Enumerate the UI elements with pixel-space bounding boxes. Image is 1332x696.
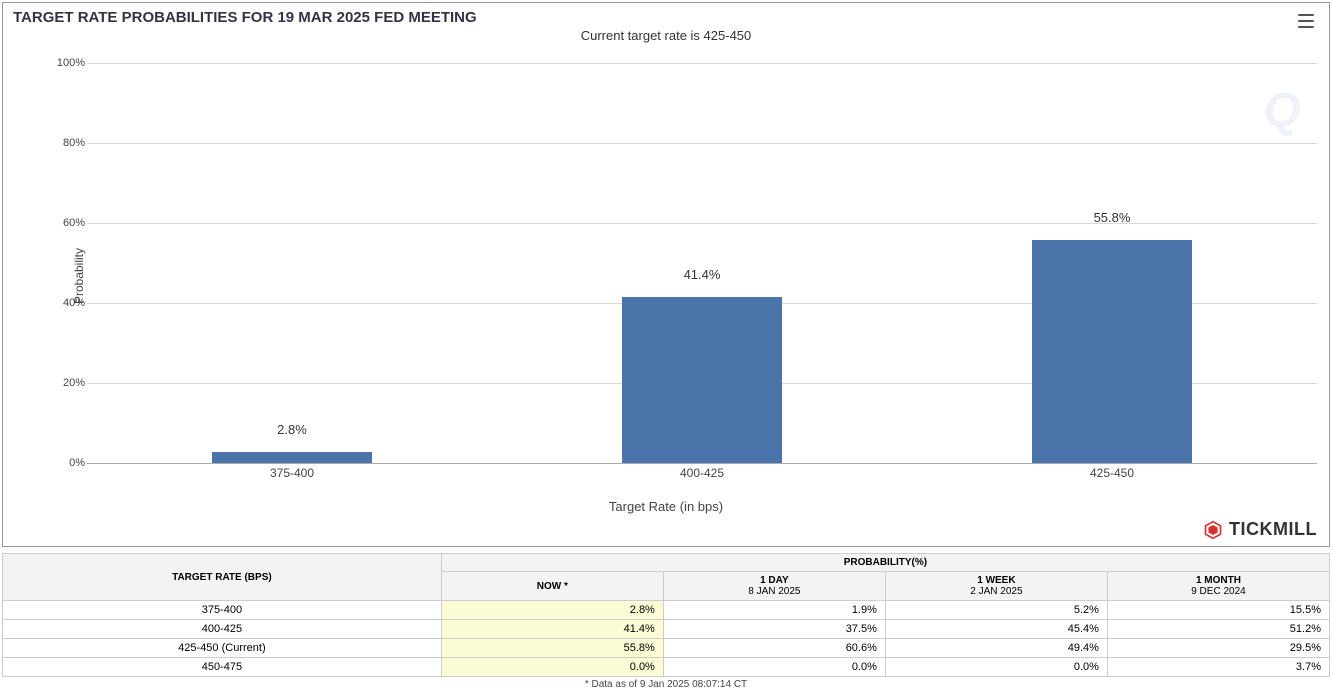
- xaxis-label: Target Rate (in bps): [3, 499, 1329, 514]
- xtick-label: 425-450: [1090, 466, 1134, 480]
- column-label: 1 DAY: [672, 575, 877, 586]
- table-row: 425-450 (Current)55.8%60.6%49.4%29.5%: [3, 639, 1330, 658]
- value-cell: 15.5%: [1107, 601, 1329, 620]
- column-label: 1 WEEK: [894, 575, 1099, 586]
- brand-logo: TICKMILL: [1203, 519, 1317, 540]
- rate-cell: 425-450 (Current): [3, 639, 442, 658]
- bar-value-label: 2.8%: [277, 422, 307, 437]
- value-cell: 0.0%: [885, 658, 1107, 677]
- table-column-header: NOW *: [441, 572, 663, 601]
- tickmill-icon: [1203, 520, 1223, 540]
- ytick-label: 100%: [45, 57, 85, 69]
- gridline: [87, 143, 1317, 144]
- value-cell: 29.5%: [1107, 639, 1329, 658]
- value-cell: 2.8%: [441, 601, 663, 620]
- ytick-label: 40%: [45, 297, 85, 309]
- yaxis-label: Probability: [72, 247, 86, 303]
- brand-text: TICKMILL: [1229, 519, 1317, 540]
- chart-menu-button[interactable]: [1293, 9, 1319, 33]
- ytick-label: 0%: [45, 457, 85, 469]
- value-cell: 0.0%: [663, 658, 885, 677]
- probability-table: TARGET RATE (BPS) PROBABILITY(%) NOW * 1 …: [2, 553, 1330, 677]
- ytick-label: 80%: [45, 137, 85, 149]
- table-row: 400-42541.4%37.5%45.4%51.2%: [3, 620, 1330, 639]
- table-header-rate: TARGET RATE (BPS): [3, 554, 442, 601]
- chart-panel: TARGET RATE PROBABILITIES FOR 19 MAR 202…: [2, 2, 1330, 547]
- xtick-label: 400-425: [680, 466, 724, 480]
- table-row: 450-4750.0%0.0%0.0%3.7%: [3, 658, 1330, 677]
- table-row: 375-4002.8%1.9%5.2%15.5%: [3, 601, 1330, 620]
- column-label: NOW *: [450, 581, 655, 592]
- table-column-header: 1 MONTH9 DEC 2024: [1107, 572, 1329, 601]
- value-cell: 51.2%: [1107, 620, 1329, 639]
- value-cell: 37.5%: [663, 620, 885, 639]
- bar[interactable]: [1032, 240, 1192, 463]
- value-cell: 45.4%: [885, 620, 1107, 639]
- value-cell: 60.6%: [663, 639, 885, 658]
- value-cell: 0.0%: [441, 658, 663, 677]
- xtick-label: 375-400: [270, 466, 314, 480]
- ytick-label: 60%: [45, 217, 85, 229]
- column-label: 1 MONTH: [1116, 575, 1321, 586]
- value-cell: 41.4%: [441, 620, 663, 639]
- column-date: 2 JAN 2025: [894, 586, 1099, 597]
- chart-title: TARGET RATE PROBABILITIES FOR 19 MAR 202…: [3, 3, 1329, 26]
- table-column-header: 1 WEEK2 JAN 2025: [885, 572, 1107, 601]
- bar[interactable]: [212, 452, 372, 463]
- rate-cell: 450-475: [3, 658, 442, 677]
- column-date: 9 DEC 2024: [1116, 586, 1321, 597]
- plot-area: Probability 0%20%40%60%80%100%2.8%41.4%5…: [43, 63, 1317, 488]
- bar[interactable]: [622, 297, 782, 463]
- table-header-prob: PROBABILITY(%): [441, 554, 1329, 572]
- bar-value-label: 55.8%: [1094, 210, 1131, 225]
- table-column-header: 1 DAY8 JAN 2025: [663, 572, 885, 601]
- ytick-label: 20%: [45, 377, 85, 389]
- table-footnote: * Data as of 9 Jan 2025 08:07:14 CT: [2, 677, 1330, 694]
- value-cell: 5.2%: [885, 601, 1107, 620]
- chart-subtitle: Current target rate is 425-450: [3, 28, 1329, 43]
- column-date: 8 JAN 2025: [672, 586, 877, 597]
- rate-cell: 375-400: [3, 601, 442, 620]
- bar-value-label: 41.4%: [684, 267, 721, 282]
- value-cell: 1.9%: [663, 601, 885, 620]
- rate-cell: 400-425: [3, 620, 442, 639]
- value-cell: 3.7%: [1107, 658, 1329, 677]
- gridline: [87, 223, 1317, 224]
- value-cell: 49.4%: [885, 639, 1107, 658]
- gridline: [87, 63, 1317, 64]
- value-cell: 55.8%: [441, 639, 663, 658]
